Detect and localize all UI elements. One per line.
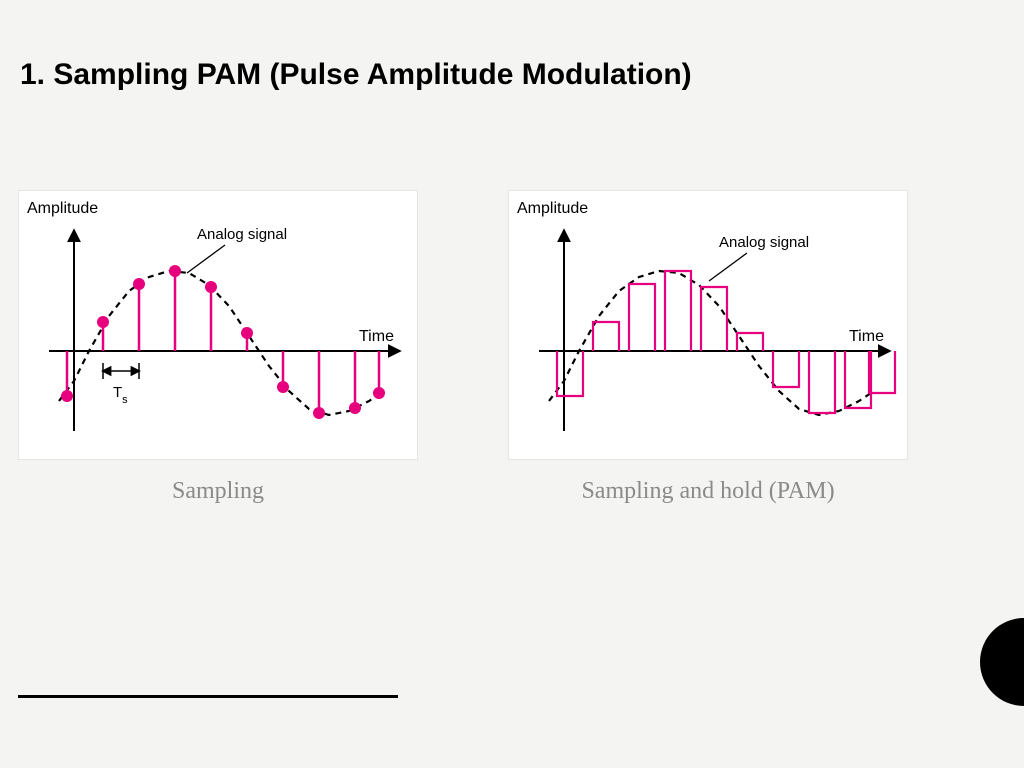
svg-text:Amplitude: Amplitude [27, 200, 98, 217]
svg-text:Ts: Ts [113, 384, 128, 406]
sampling-panel: Amplitude Time Ts Analog signal Sampling [18, 190, 418, 505]
corner-decoration [980, 618, 1024, 706]
slide-title: 1. Sampling PAM (Pulse Amplitude Modulat… [20, 58, 692, 92]
sampling-diagram: Amplitude Time Ts Analog signal [18, 190, 418, 460]
svg-text:Amplitude: Amplitude [517, 200, 588, 217]
svg-text:Time: Time [849, 328, 884, 345]
sampling-caption: Sampling [18, 478, 418, 505]
pam-panel: Amplitude Time Analog signal Sampling and … [508, 190, 908, 505]
svg-text:Analog signal: Analog signal [719, 234, 809, 251]
figures-row: Amplitude Time Ts Analog signal Sampling Am… [18, 190, 908, 505]
svg-text:Time: Time [359, 328, 394, 345]
svg-text:Analog signal: Analog signal [197, 226, 287, 243]
pam-caption: Sampling and hold (PAM) [508, 478, 908, 505]
pam-diagram: Amplitude Time Analog signal [508, 190, 908, 460]
footer-divider [18, 695, 398, 698]
